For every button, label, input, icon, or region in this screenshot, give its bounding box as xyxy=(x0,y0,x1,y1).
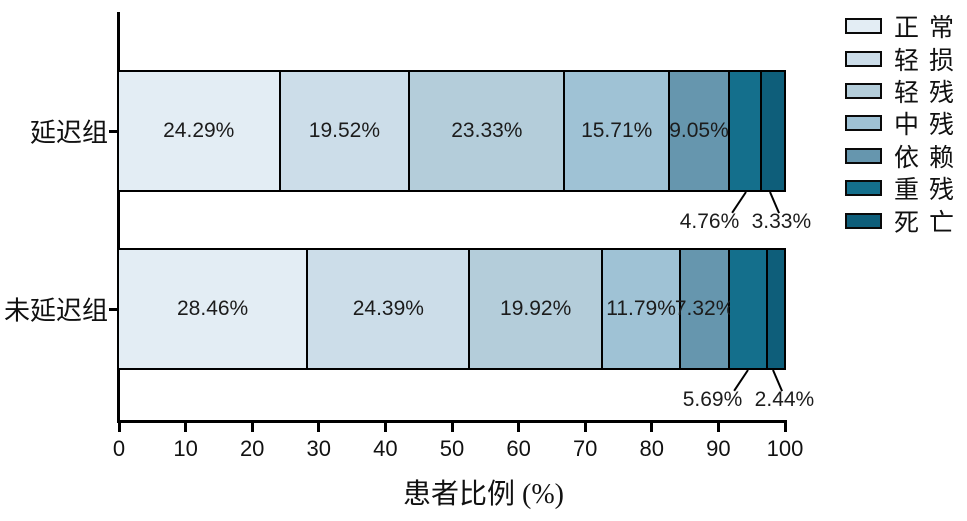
x-tick-label: 90 xyxy=(706,436,731,461)
segment-label: 7.32% xyxy=(674,297,735,320)
segment-label: 28.46% xyxy=(177,297,249,320)
bar-segment: 11.79% xyxy=(602,250,682,368)
bar-segment: 24.39% xyxy=(308,250,471,368)
legend-label: 轻损 xyxy=(894,47,965,75)
bar-segment: 19.52% xyxy=(280,72,411,190)
legend-item: 中残 xyxy=(845,107,964,139)
x-tick-label: 0 xyxy=(112,436,126,461)
x-tick-label: 30 xyxy=(306,436,332,461)
segment-label: 19.92% xyxy=(500,297,572,320)
x-tick xyxy=(783,421,787,432)
y-category-label: 延迟组 xyxy=(29,118,108,148)
legend-item: 依赖 xyxy=(845,140,964,172)
x-tick-label: 70 xyxy=(572,436,598,461)
x-tick xyxy=(383,421,387,432)
segment-label: 24.39% xyxy=(352,297,424,320)
legend-item: 重残 xyxy=(845,172,964,204)
segment-label: 19.52% xyxy=(308,119,381,142)
y-axis-line xyxy=(117,12,120,423)
segment-label: 9.05% xyxy=(669,119,729,142)
legend: 正常轻损轻残中残依赖重残死亡 xyxy=(845,10,964,237)
x-tick-label: 20 xyxy=(239,436,265,461)
segment-outside-label: 3.33% xyxy=(751,210,812,233)
bar-segment: 24.29% xyxy=(119,72,281,190)
x-axis-title: 患者比例 (%) xyxy=(403,479,564,510)
bar-segment xyxy=(730,72,762,190)
x-tick xyxy=(716,421,720,432)
x-tick xyxy=(517,421,521,432)
bar-segment: 28.46% xyxy=(119,250,309,368)
legend-swatch xyxy=(845,115,882,132)
bar-segment xyxy=(761,72,784,190)
x-tick-label: 40 xyxy=(373,436,398,461)
x-tick-label: 80 xyxy=(639,436,665,461)
x-tick-label: 10 xyxy=(173,436,198,461)
x-tick xyxy=(250,421,254,432)
x-tick xyxy=(117,421,121,432)
bar-segment xyxy=(729,250,768,368)
x-tick-label: 60 xyxy=(506,436,531,461)
y-tick xyxy=(109,129,118,133)
legend-swatch xyxy=(845,212,882,229)
legend-item: 正常 xyxy=(845,10,964,42)
legend-item: 死亡 xyxy=(845,204,965,237)
bar-segment xyxy=(767,250,784,368)
segment-label: 23.33% xyxy=(451,119,523,142)
segment-label: 11.79% xyxy=(606,297,676,320)
legend-swatch xyxy=(845,50,882,67)
legend-swatch xyxy=(845,147,882,164)
bar-segment: 9.05% xyxy=(669,72,731,190)
x-tick xyxy=(184,421,188,432)
legend-label: 依赖 xyxy=(894,144,965,172)
x-tick-label: 50 xyxy=(439,436,465,461)
legend-label: 重残 xyxy=(894,177,965,205)
bar-segment: 15.71% xyxy=(565,72,670,190)
legend-swatch xyxy=(845,180,882,197)
bar-group: 24.29% 19.52% 23.33% 15.71% 9.05% xyxy=(117,70,786,192)
x-tick xyxy=(317,421,321,432)
x-tick xyxy=(650,421,654,432)
legend-item: 轻残 xyxy=(845,75,964,107)
legend-label: 轻残 xyxy=(894,79,965,107)
bar-segment: 23.33% xyxy=(410,72,566,190)
bar-segment: 7.32% xyxy=(675,250,734,368)
legend-label: 中残 xyxy=(894,112,965,140)
legend-label: 死亡 xyxy=(894,209,965,237)
x-tick-label: 100 xyxy=(766,436,804,461)
segment-outside-label: 5.69% xyxy=(682,388,743,411)
y-category-label: 未延迟组 xyxy=(3,296,108,326)
x-tick xyxy=(450,421,454,432)
segment-label: 15.71% xyxy=(581,119,653,142)
x-tick xyxy=(583,421,587,432)
segment-outside-label: 4.76% xyxy=(679,210,740,233)
bar-group: 28.46% 24.39% 19.92% 11.79% 7.32% xyxy=(117,248,786,370)
segment-label: 24.29% xyxy=(163,119,235,142)
legend-swatch xyxy=(845,82,882,99)
legend-label: 正常 xyxy=(894,15,965,43)
segment-outside-label: 2.44% xyxy=(754,388,815,411)
legend-swatch xyxy=(845,18,882,35)
bar-segment: 19.92% xyxy=(470,250,603,368)
y-tick xyxy=(109,307,118,311)
legend-item: 轻损 xyxy=(845,42,965,75)
